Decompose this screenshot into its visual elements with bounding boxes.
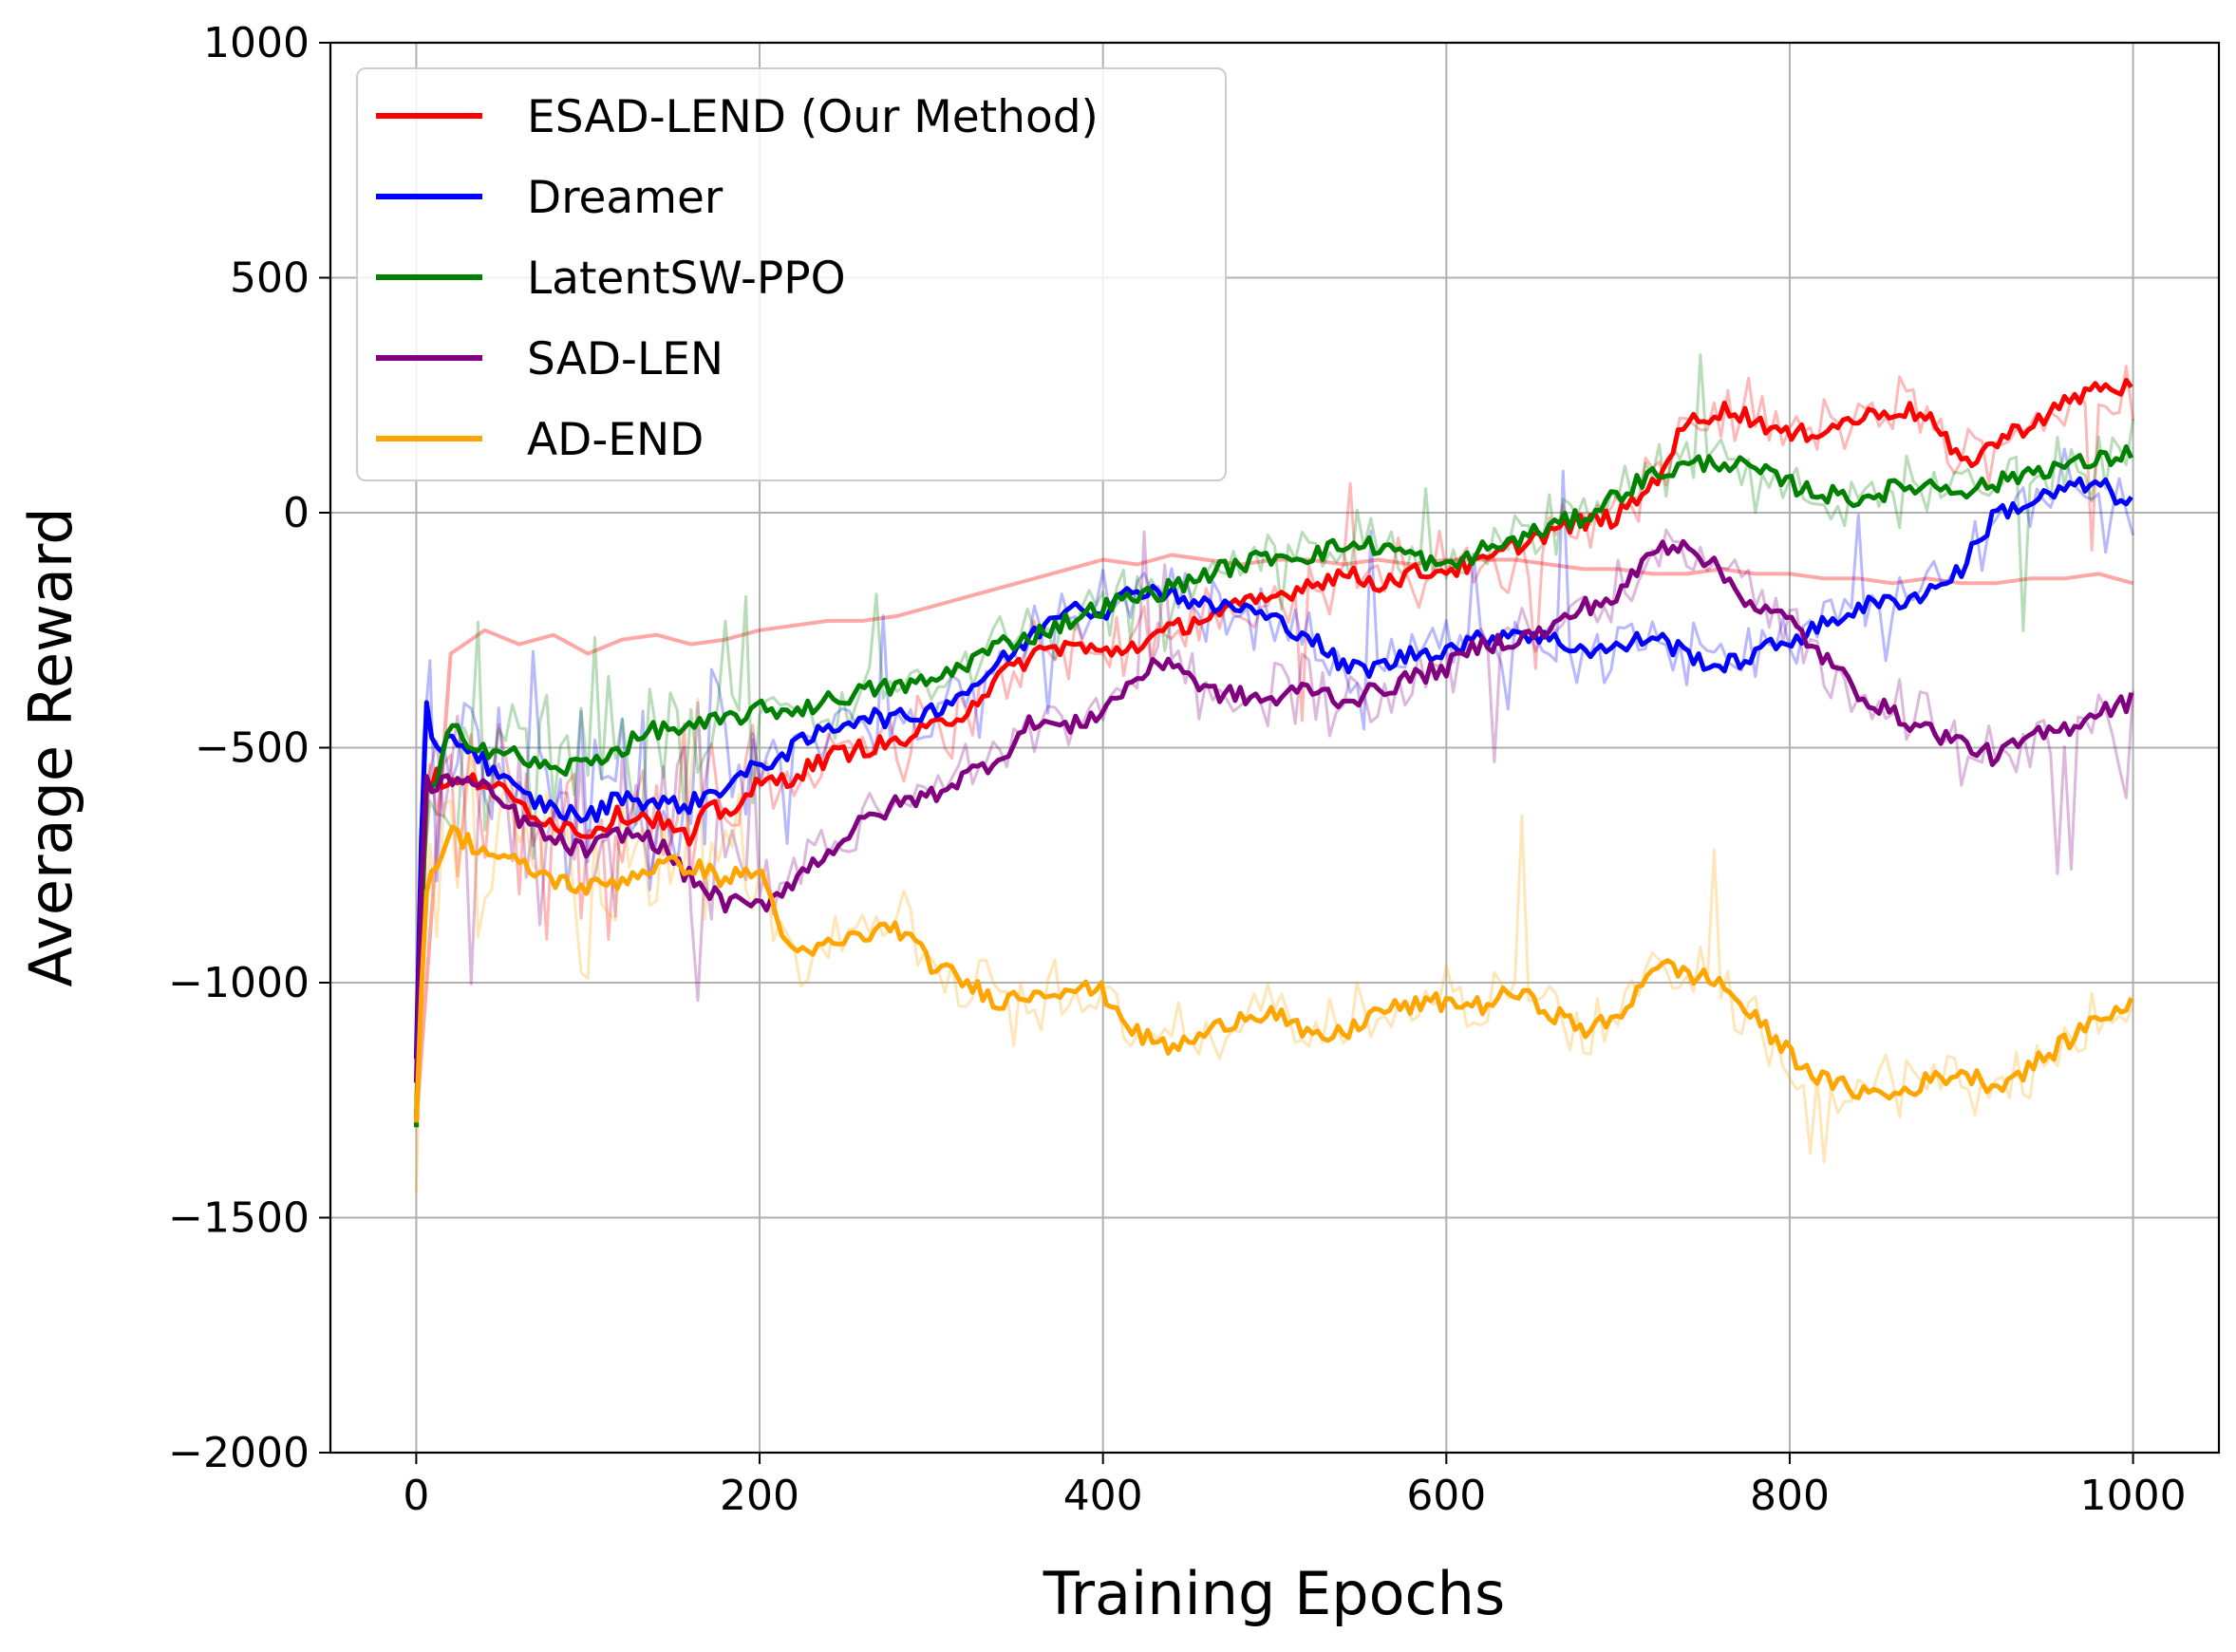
x-tick-label: 400 [1063,1472,1143,1520]
legend-entries: ESAD-LEND (Our Method) Dreamer LatentSW-PP… [376,91,1099,466]
y-tick-labels: −2000 −1500 −1000 −500 0 500 1000 [168,19,310,1477]
y-axis-title: Average Reward [16,507,85,986]
legend-label: ESAD-LEND (Our Method) [527,91,1099,143]
series-line [413,538,2134,1083]
y-tick-label: 1000 [203,19,310,67]
legend: ESAD-LEND (Our Method) Dreamer LatentSW-PP… [356,67,1227,481]
series-line [413,378,2133,1124]
series-noise-band [414,353,2135,1072]
x-tick-label: 800 [1750,1472,1830,1520]
series-line [413,824,2134,1123]
y-tick-label: −2000 [168,1429,310,1477]
y-tick-label: 500 [230,254,310,303]
series-line [413,476,2133,1060]
legend-box [356,67,1227,481]
series-line [413,444,2134,1128]
x-tick-label: 0 [403,1472,429,1520]
y-tick-label: −1500 [168,1194,310,1243]
legend-label: AD-END [527,414,704,466]
x-tick-label: 200 [720,1472,799,1520]
axis-ticks [319,42,2134,1464]
x-axis-title: Training Epochs [1043,1559,1506,1628]
legend-label: LatentSW-PPO [527,253,846,305]
x-tick-label: 600 [1406,1472,1486,1520]
series-noise-band [414,528,2135,1118]
y-tick-label: −1000 [168,959,310,1007]
legend-label: SAD-LEN [527,333,723,385]
x-tick-labels: 0 200 400 600 800 1000 [403,1472,2186,1520]
y-tick-label: 0 [283,489,310,537]
legend-label: Dreamer [527,172,723,224]
series-noise-band [414,697,2134,1193]
y-tick-label: −500 [195,724,310,773]
x-tick-label: 1000 [2080,1472,2187,1520]
series-lines [413,353,2135,1193]
